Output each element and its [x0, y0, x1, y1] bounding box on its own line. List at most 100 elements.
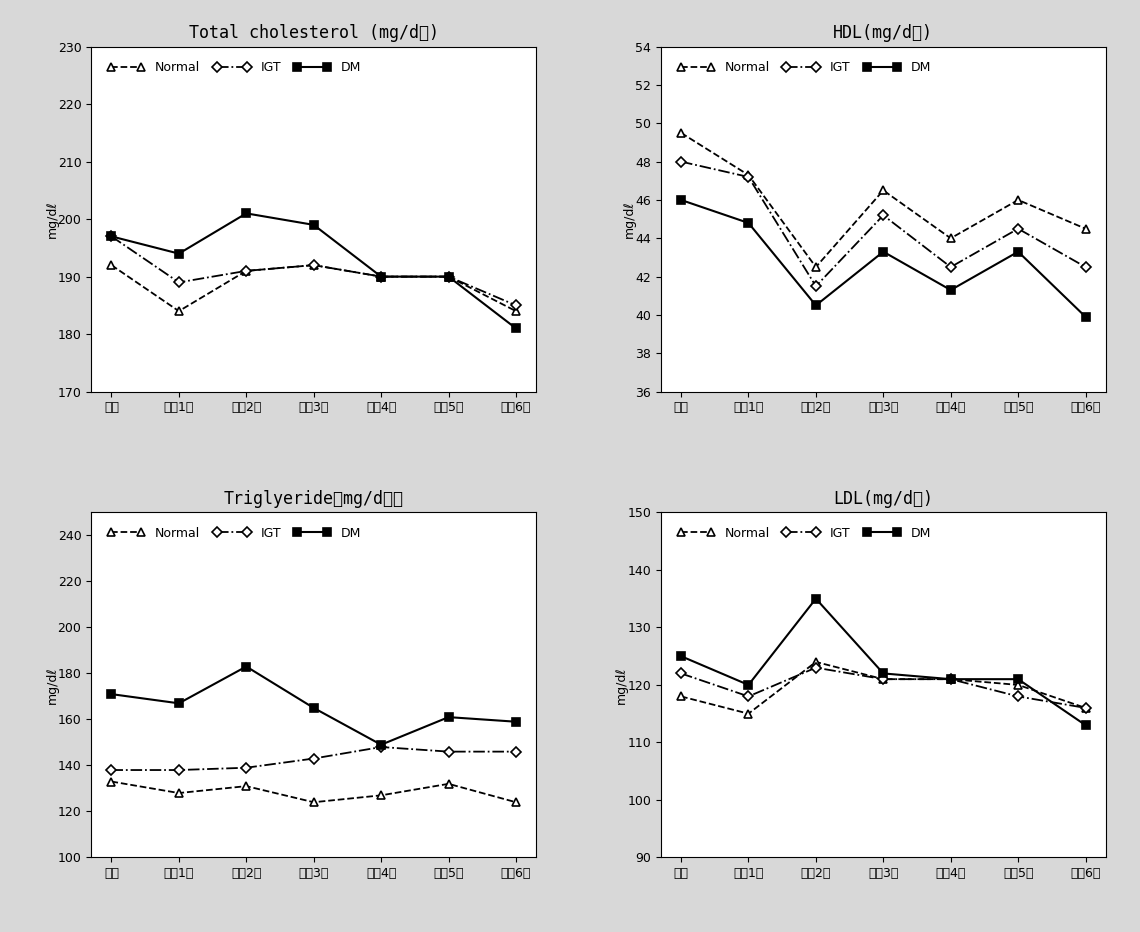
- Legend: Normal, IGT, DM: Normal, IGT, DM: [103, 522, 366, 545]
- IGT: [307, 259, 320, 270]
- Legend: Normal, IGT, DM: Normal, IGT, DM: [103, 56, 366, 79]
- Normal: [877, 674, 890, 685]
- IGT: [944, 674, 958, 685]
- Normal: [307, 259, 320, 270]
- Line: DM: DM: [107, 663, 520, 749]
- DM: [105, 689, 119, 700]
- DM: [877, 668, 890, 679]
- Normal: [1078, 703, 1092, 714]
- Line: DM: DM: [677, 196, 1090, 321]
- Normal: [441, 778, 455, 789]
- DM: [172, 248, 186, 259]
- DM: [674, 651, 687, 662]
- Normal: [441, 271, 455, 282]
- IGT: [105, 231, 119, 242]
- Line: Normal: Normal: [107, 777, 520, 806]
- Normal: [105, 776, 119, 788]
- IGT: [742, 691, 756, 702]
- DM: [510, 716, 523, 727]
- Normal: [809, 656, 823, 667]
- Line: Normal: Normal: [677, 129, 1090, 271]
- Y-axis label: mg/dℓ: mg/dℓ: [616, 666, 628, 704]
- Normal: [944, 233, 958, 244]
- DM: [742, 217, 756, 228]
- DM: [105, 231, 119, 242]
- IGT: [239, 266, 253, 277]
- DM: [877, 246, 890, 257]
- Normal: [510, 797, 523, 808]
- Normal: [374, 271, 388, 282]
- Y-axis label: mg/dℓ: mg/dℓ: [46, 666, 58, 704]
- DM: [172, 698, 186, 709]
- Normal: [944, 674, 958, 685]
- Normal: [374, 789, 388, 801]
- IGT: [239, 762, 253, 774]
- IGT: [1011, 691, 1025, 702]
- IGT: [374, 271, 388, 282]
- Title: LDL(mg/dℓ): LDL(mg/dℓ): [833, 490, 934, 508]
- Normal: [105, 259, 119, 270]
- Line: IGT: IGT: [108, 744, 520, 774]
- Y-axis label: mg/dℓ: mg/dℓ: [624, 200, 636, 238]
- DM: [1078, 311, 1092, 322]
- IGT: [441, 746, 455, 757]
- DM: [809, 300, 823, 311]
- Normal: [1011, 679, 1025, 691]
- Normal: [742, 170, 756, 181]
- DM: [1011, 674, 1025, 685]
- Legend: Normal, IGT, DM: Normal, IGT, DM: [673, 56, 936, 79]
- IGT: [307, 753, 320, 764]
- Normal: [877, 185, 890, 196]
- DM: [944, 284, 958, 295]
- DM: [374, 739, 388, 750]
- Normal: [510, 306, 523, 317]
- Y-axis label: mg/dℓ: mg/dℓ: [46, 200, 58, 238]
- DM: [374, 271, 388, 282]
- IGT: [510, 300, 523, 311]
- Normal: [239, 266, 253, 277]
- IGT: [374, 742, 388, 753]
- Line: Normal: Normal: [107, 261, 520, 315]
- IGT: [105, 764, 119, 775]
- IGT: [172, 764, 186, 775]
- Line: IGT: IGT: [677, 665, 1089, 711]
- IGT: [877, 674, 890, 685]
- IGT: [944, 262, 958, 273]
- Title: Total cholesterol (mg/dℓ): Total cholesterol (mg/dℓ): [189, 24, 439, 42]
- DM: [441, 711, 455, 722]
- IGT: [172, 277, 186, 288]
- Title: HDL(mg/dℓ): HDL(mg/dℓ): [833, 24, 934, 42]
- IGT: [510, 746, 523, 757]
- Normal: [809, 262, 823, 273]
- DM: [239, 661, 253, 672]
- Line: IGT: IGT: [108, 233, 520, 308]
- DM: [441, 271, 455, 282]
- Normal: [742, 708, 756, 720]
- DM: [674, 195, 687, 206]
- DM: [944, 674, 958, 685]
- Line: Normal: Normal: [677, 658, 1090, 718]
- Normal: [172, 788, 186, 799]
- IGT: [809, 662, 823, 673]
- IGT: [1078, 703, 1092, 714]
- IGT: [809, 281, 823, 292]
- Normal: [1078, 223, 1092, 234]
- Normal: [307, 797, 320, 808]
- Line: IGT: IGT: [677, 158, 1089, 290]
- Normal: [239, 780, 253, 791]
- DM: [1078, 720, 1092, 731]
- Normal: [674, 691, 687, 702]
- IGT: [1078, 262, 1092, 273]
- DM: [809, 593, 823, 604]
- Normal: [674, 128, 687, 139]
- DM: [510, 322, 523, 334]
- DM: [239, 208, 253, 219]
- Line: DM: DM: [677, 595, 1090, 730]
- Title: Triglyeride（mg/dℓ）: Triglyeride（mg/dℓ）: [223, 490, 404, 508]
- Normal: [1011, 195, 1025, 206]
- IGT: [674, 668, 687, 679]
- Legend: Normal, IGT, DM: Normal, IGT, DM: [673, 522, 936, 545]
- IGT: [742, 171, 756, 183]
- IGT: [441, 271, 455, 282]
- IGT: [1011, 223, 1025, 234]
